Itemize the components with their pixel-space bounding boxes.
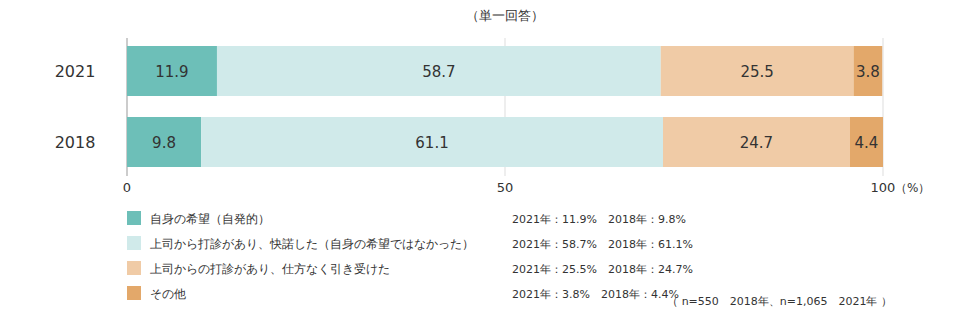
legend-swatch: [127, 286, 141, 300]
legend-swatch: [127, 236, 141, 250]
bar-segment: [663, 117, 850, 167]
data-label: 58.7: [422, 63, 455, 81]
axis-label: （%）: [895, 181, 930, 195]
category-label: 2018: [55, 133, 96, 152]
data-labels: 11.9 58.7 25.5 3.8 9.8 61.1 24.7 4.4: [152, 63, 880, 152]
tick-label: 100: [871, 180, 896, 195]
legend-note: 2021年：25.5% 2018年：24.7%: [512, 263, 693, 276]
bar-segment: [201, 117, 663, 167]
data-label: 9.8: [152, 134, 176, 152]
data-label: 24.7: [740, 134, 773, 152]
data-label: 4.4: [854, 134, 878, 152]
data-label: 61.1: [415, 134, 448, 152]
bar-segment: [217, 46, 661, 96]
legend-label: その他: [150, 287, 186, 301]
bar-segment: [127, 46, 217, 96]
legend-note: 2021年：3.8% 2018年：4.4%: [512, 288, 679, 301]
category-label: 2021: [55, 62, 96, 81]
legend-label: 上司から打診があり、快諾した（自身の希望ではなかった）: [150, 237, 474, 251]
data-label: 25.5: [740, 63, 773, 81]
legend-label: 自身の希望（自発的）: [150, 212, 270, 226]
bars: [127, 46, 883, 167]
legend-label: 上司からの打診があり、仕方なく引き受けた: [150, 262, 390, 276]
legend-swatch: [127, 211, 141, 225]
bar-segment: [850, 117, 883, 167]
data-label: 3.8: [856, 63, 880, 81]
legend-note: 2021年：58.7% 2018年：61.1%: [512, 238, 693, 251]
title: （単一回答）: [466, 8, 544, 23]
chart-container: （単一回答） 0 50 100（%） 11.9 58.7 25.5 3.8 9.8 61.1 24.…: [0, 0, 962, 313]
tick-label: 50: [497, 180, 514, 195]
legend-note: 2021年：11.9% 2018年：9.8%: [512, 213, 686, 226]
legend-swatch: [127, 261, 141, 275]
data-label: 11.9: [155, 63, 188, 81]
footnote: （ n=550 2018年、n=1,065 2021年 ）: [667, 295, 892, 308]
bar-segment: [661, 46, 854, 96]
tick-label: 0: [123, 180, 131, 195]
chart-svg: （単一回答） 0 50 100（%） 11.9 58.7 25.5 3.8 9.8 61.1 24.…: [0, 0, 962, 313]
bar-segment: [854, 46, 883, 96]
bar-segment: [127, 117, 201, 167]
